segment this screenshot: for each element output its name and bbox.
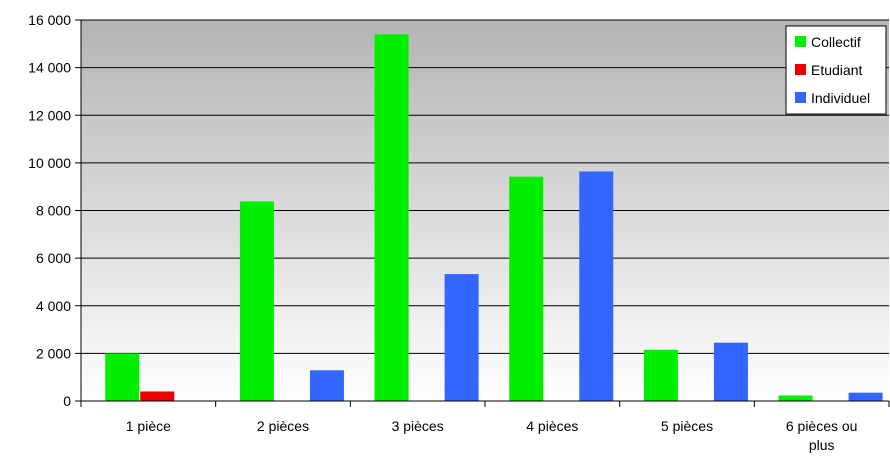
x-tick-label: 4 pièces — [526, 418, 578, 434]
y-tick-label: 16 000 — [28, 12, 71, 28]
y-tick-label: 8 000 — [36, 203, 71, 219]
legend-swatch-individuel — [795, 92, 806, 103]
x-tick-label: 3 pièces — [392, 418, 444, 434]
y-tick-label: 4 000 — [36, 298, 71, 314]
x-tick-label: 1 pièce — [126, 418, 171, 434]
legend-label-individuel: Individuel — [811, 90, 870, 106]
bar-individuel-2 — [309, 370, 344, 401]
legend-label-collectif: Collectif — [811, 34, 861, 50]
bar-collectif-4 — [509, 176, 544, 401]
bar-collectif-6 — [778, 395, 813, 401]
bar-collectif-5 — [643, 349, 678, 401]
x-tick-label: 6 pièces ou plus — [786, 418, 858, 453]
legend: Collectif Etudiant Individuel — [785, 25, 887, 115]
bar-collectif-3 — [374, 34, 409, 401]
bar-individuel-3 — [444, 274, 479, 401]
y-tick-label: 6 000 — [36, 250, 71, 266]
y-tick-label: 10 000 — [28, 155, 71, 171]
bar-collectif-1 — [105, 353, 140, 401]
y-tick-label: 2 000 — [36, 345, 71, 361]
bar-individuel-5 — [713, 342, 748, 401]
bar-individuel-6 — [848, 392, 883, 401]
y-tick-label: 14 000 — [28, 60, 71, 76]
y-tick-label: 12 000 — [28, 107, 71, 123]
x-axis-ticks: 1 pièce 2 pièces 3 pièces 4 pièces 5 pièces 6… — [80, 401, 890, 453]
bar-individuel-4 — [579, 171, 614, 401]
y-axis-ticks: 0 2 000 4 000 6 000 8 000 10 000 12 000 14 000 1… — [28, 12, 81, 409]
y-tick-label: 0 — [63, 393, 71, 409]
legend-swatch-etudiant — [795, 64, 806, 75]
x-tick-label: 2 pièces — [257, 418, 309, 434]
bars — [105, 34, 883, 401]
bar-collectif-2 — [239, 201, 274, 401]
bar-etudiant-1 — [140, 391, 175, 401]
gridlines — [81, 19, 889, 354]
legend-swatch-collectif — [795, 36, 806, 47]
legend-label-etudiant: Etudiant — [811, 62, 862, 78]
x-tick-label: 5 pièces — [661, 418, 713, 434]
